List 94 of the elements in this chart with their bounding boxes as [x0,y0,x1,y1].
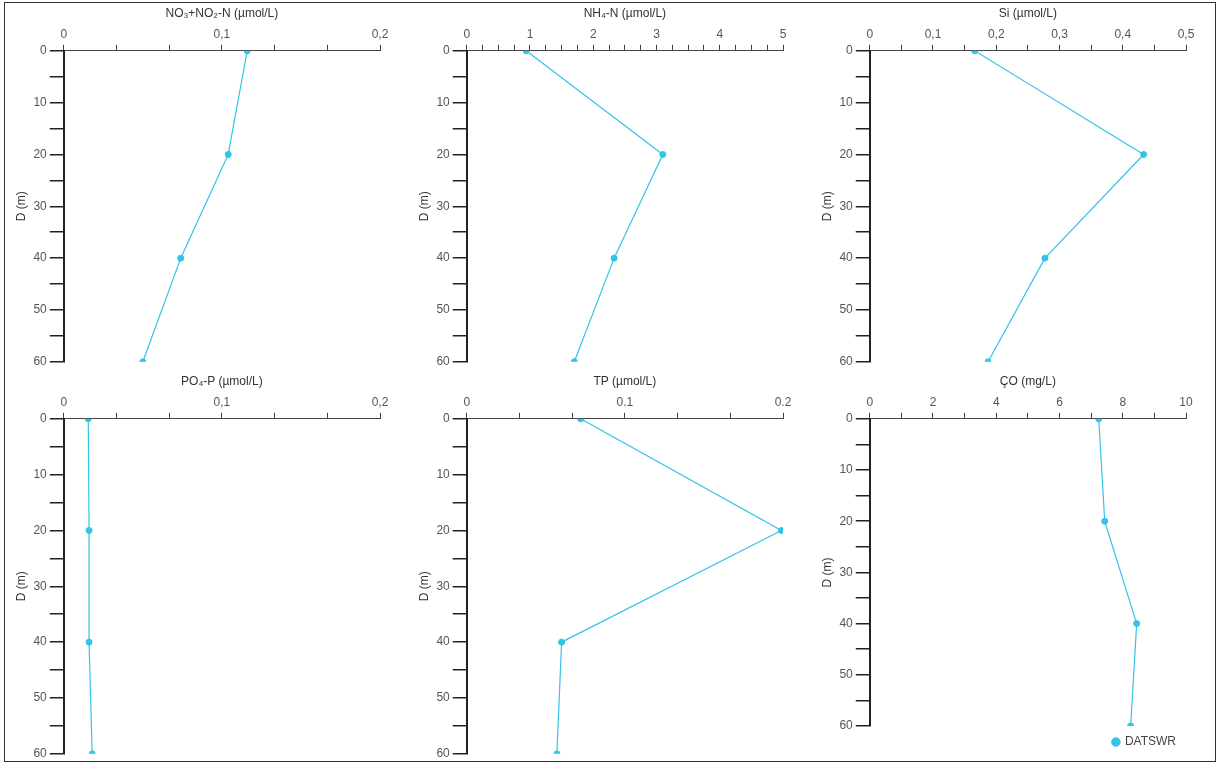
y-tick-label: 10 [33,94,48,109]
x-tick-label: 0.2 [774,394,792,409]
y-axis-title: D (m) [13,571,28,602]
y-tick-label: 50 [436,302,451,317]
point [558,638,566,646]
point [777,526,783,534]
y-tick-label: 60 [436,354,451,369]
y-axis-title: D (m) [819,191,834,222]
y-tick-label: 20 [33,522,48,537]
x-axis-title: PO₄-P (µmol/L) [181,373,263,388]
y-tick-label: 50 [33,302,48,317]
point [610,254,618,262]
y-tick-label: 20 [436,146,451,161]
x-tick-label: 1 [526,26,534,41]
x-tick-label: 0,1 [213,26,231,41]
point [1133,620,1141,628]
y-tick-label: 10 [839,462,854,477]
x-tick-label: 0 [866,26,874,41]
y-tick-label: 0 [443,411,451,426]
y-tick-label: 0 [40,43,48,58]
y-tick-label: 40 [33,250,48,265]
y-tick-label: 0 [846,43,854,58]
y-tick-label: 10 [436,94,451,109]
x-axis-title: TP (µmol/L) [593,373,657,388]
y-axis-title: D (m) [819,557,834,588]
point [1140,150,1148,158]
y-tick-label: 0 [846,411,854,426]
y-tick-label: 60 [436,746,451,761]
x-axis-title: Si (µmol/L) [998,5,1058,20]
x-tick-label: 0,2 [371,394,389,409]
y-tick-label: 10 [839,94,854,109]
x-tick-label: 0 [463,26,471,41]
point [1041,254,1049,262]
y-tick-label: 50 [839,667,854,682]
x-tick-label: 0 [866,394,874,409]
y-tick-label: 30 [436,578,451,593]
x-tick-label: 0,1 [213,394,231,409]
x-tick-label: 8 [1119,394,1127,409]
point [85,638,93,646]
x-tick-label: 4 [992,394,1000,409]
x-axis-title: NO₃+NO₂-N (µmol/L) [165,5,279,20]
y-tick-label: 60 [839,718,854,733]
x-axis-title: NH₄-N (µmol/L) [583,5,667,20]
y-tick-label: 40 [33,634,48,649]
y-tick-label: 30 [33,578,48,593]
x-tick-label: 0,3 [1051,26,1069,41]
point [1101,517,1109,525]
y-tick-label: 30 [33,198,48,213]
y-tick-label: 20 [436,522,451,537]
y-tick-label: 10 [436,466,451,481]
y-axis-title: D (m) [416,191,431,222]
y-tick-label: 20 [839,513,854,528]
y-tick-label: 40 [436,634,451,649]
point [177,254,185,262]
y-tick-label: 50 [33,690,48,705]
x-tick-label: 2 [929,394,937,409]
y-tick-label: 20 [839,146,854,161]
y-tick-label: 60 [33,746,48,761]
y-tick-label: 50 [839,302,854,317]
x-tick-label: 0 [60,26,68,41]
point [224,150,232,158]
y-tick-label: 20 [33,146,48,161]
y-tick-label: 0 [443,43,451,58]
x-tick-label: 4 [716,26,724,41]
legend-label: DATSWR [1124,734,1177,749]
y-tick-label: 40 [839,615,854,630]
x-tick-label: 0 [60,394,68,409]
y-tick-label: 30 [839,564,854,579]
x-axis-title: ÇO (mg/L) [999,373,1056,388]
x-tick-label: 0,4 [1114,26,1132,41]
point [659,150,667,158]
point [85,526,93,534]
y-tick-label: 10 [33,466,48,481]
x-tick-label: 0,2 [987,26,1005,41]
y-tick-label: 60 [33,354,48,369]
x-tick-label: 0,1 [924,26,942,41]
y-tick-label: 30 [436,198,451,213]
y-tick-label: 50 [436,690,451,705]
x-tick-label: 3 [653,26,661,41]
y-tick-label: 60 [839,354,854,369]
y-axis-title: D (m) [13,191,28,222]
y-tick-label: 40 [839,250,854,265]
x-tick-label: 5 [779,26,787,41]
x-tick-label: 10 [1179,394,1193,409]
y-tick-label: 30 [839,198,854,213]
x-tick-label: 2 [589,26,597,41]
y-tick-label: 0 [40,411,48,426]
y-axis-title: D (m) [416,571,431,602]
x-tick-label: 6 [1056,394,1064,409]
y-tick-label: 40 [436,250,451,265]
x-tick-label: 0,2 [371,26,389,41]
x-tick-label: 0,5 [1177,26,1195,41]
x-tick-label: 0 [463,394,471,409]
x-tick-label: 0.1 [616,394,634,409]
